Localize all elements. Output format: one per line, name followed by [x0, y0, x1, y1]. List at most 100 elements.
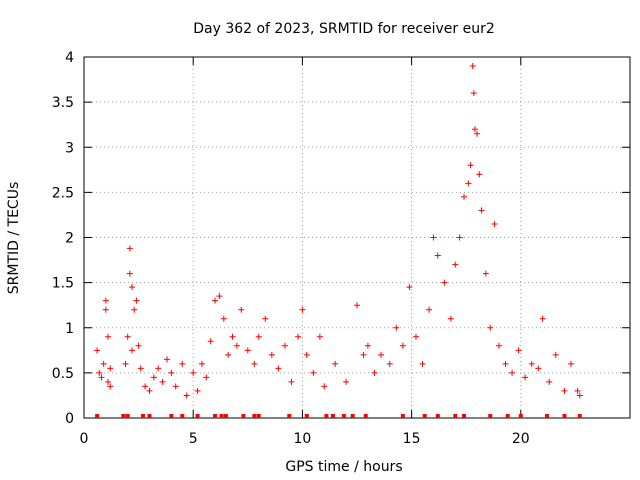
zero-value-marker	[350, 414, 355, 418]
y-tick-label: 1.5	[52, 276, 74, 292]
data-point	[179, 360, 186, 367]
data-point	[491, 220, 498, 227]
data-point	[576, 392, 583, 399]
zero-value-marker	[252, 414, 257, 418]
data-point	[94, 347, 101, 354]
data-point	[469, 63, 476, 70]
data-point	[172, 383, 179, 390]
data-point	[155, 365, 162, 372]
zero-value-marker	[545, 414, 550, 418]
data-point	[487, 324, 494, 331]
data-point	[471, 126, 478, 133]
data-point	[332, 360, 339, 367]
data-point	[568, 360, 575, 367]
data-point	[168, 369, 175, 376]
data-point	[100, 360, 107, 367]
zero-value-marker	[219, 414, 224, 418]
y-tick-label: 3	[65, 140, 74, 156]
data-point	[434, 252, 441, 259]
zero-value-marker	[304, 414, 309, 418]
data-point	[137, 365, 144, 372]
data-point	[212, 297, 219, 304]
data-point	[142, 383, 149, 390]
data-point	[399, 342, 406, 349]
data-point	[105, 333, 112, 340]
zero-value-marker	[223, 414, 228, 418]
data-point	[207, 338, 214, 345]
y-axis-label: SRMTID / TECUs	[6, 182, 22, 295]
data-point	[126, 245, 133, 252]
data-point	[131, 306, 138, 313]
data-point	[412, 333, 419, 340]
data-point	[393, 324, 400, 331]
data-point	[430, 234, 437, 241]
data-point	[476, 171, 483, 178]
data-point	[539, 315, 546, 322]
x-tick-label: 15	[403, 431, 421, 447]
zero-value-marker	[577, 414, 582, 418]
data-point	[129, 284, 136, 291]
data-point	[310, 369, 317, 376]
data-point	[225, 351, 232, 358]
data-point	[426, 306, 433, 313]
data-point	[343, 378, 350, 385]
data-point	[262, 315, 269, 322]
data-point	[552, 351, 559, 358]
data-point	[126, 270, 133, 277]
data-point	[386, 360, 393, 367]
data-point	[364, 342, 371, 349]
data-point	[574, 387, 581, 394]
zero-value-marker	[241, 414, 246, 418]
data-point	[522, 374, 529, 381]
data-point	[546, 378, 553, 385]
data-point	[98, 374, 105, 381]
zero-value-marker	[422, 414, 427, 418]
data-point	[447, 315, 454, 322]
data-point	[194, 387, 201, 394]
zero-value-marker	[488, 414, 493, 418]
data-point	[198, 360, 205, 367]
zero-value-marker	[95, 414, 100, 418]
zero-value-marker	[256, 414, 261, 418]
zero-value-marker	[518, 414, 523, 418]
x-tick-label: 10	[293, 431, 311, 447]
y-tick-label: 0	[65, 411, 74, 427]
data-point	[360, 351, 367, 358]
data-point	[378, 351, 385, 358]
zero-value-marker	[147, 414, 152, 418]
data-point	[255, 333, 262, 340]
zero-value-marker	[400, 414, 405, 418]
zero-value-marker	[125, 414, 130, 418]
data-point	[303, 351, 310, 358]
data-point	[233, 342, 240, 349]
x-tick-label: 5	[189, 431, 198, 447]
y-axis: 0 0.5 1 1.5 2 2.5 3 3.5 4	[52, 50, 630, 427]
chart-title: Day 362 of 2023, SRMTID for receiver eur…	[193, 21, 495, 37]
data-point	[102, 306, 109, 313]
data-point	[461, 193, 468, 200]
zero-value-marker	[341, 414, 346, 418]
data-point	[474, 130, 481, 137]
x-axis: 0 5 10 15 20	[80, 57, 530, 447]
zero-value-marker	[435, 414, 440, 418]
data-point	[124, 333, 131, 340]
zero-value-marker	[363, 414, 368, 418]
zero-value-marker	[169, 414, 174, 418]
zero-value-marker	[121, 414, 126, 418]
data-point	[495, 342, 502, 349]
zero-value-marker	[213, 414, 218, 418]
data-point	[275, 365, 282, 372]
data-point	[129, 347, 136, 354]
data-series	[94, 63, 583, 418]
data-point	[133, 297, 140, 304]
data-point	[441, 279, 448, 286]
data-point	[159, 378, 166, 385]
data-point	[150, 374, 157, 381]
data-point	[470, 90, 477, 97]
data-point	[163, 356, 170, 363]
data-point	[295, 333, 302, 340]
zero-value-marker	[453, 414, 458, 418]
data-point	[105, 378, 112, 385]
data-point	[561, 387, 568, 394]
